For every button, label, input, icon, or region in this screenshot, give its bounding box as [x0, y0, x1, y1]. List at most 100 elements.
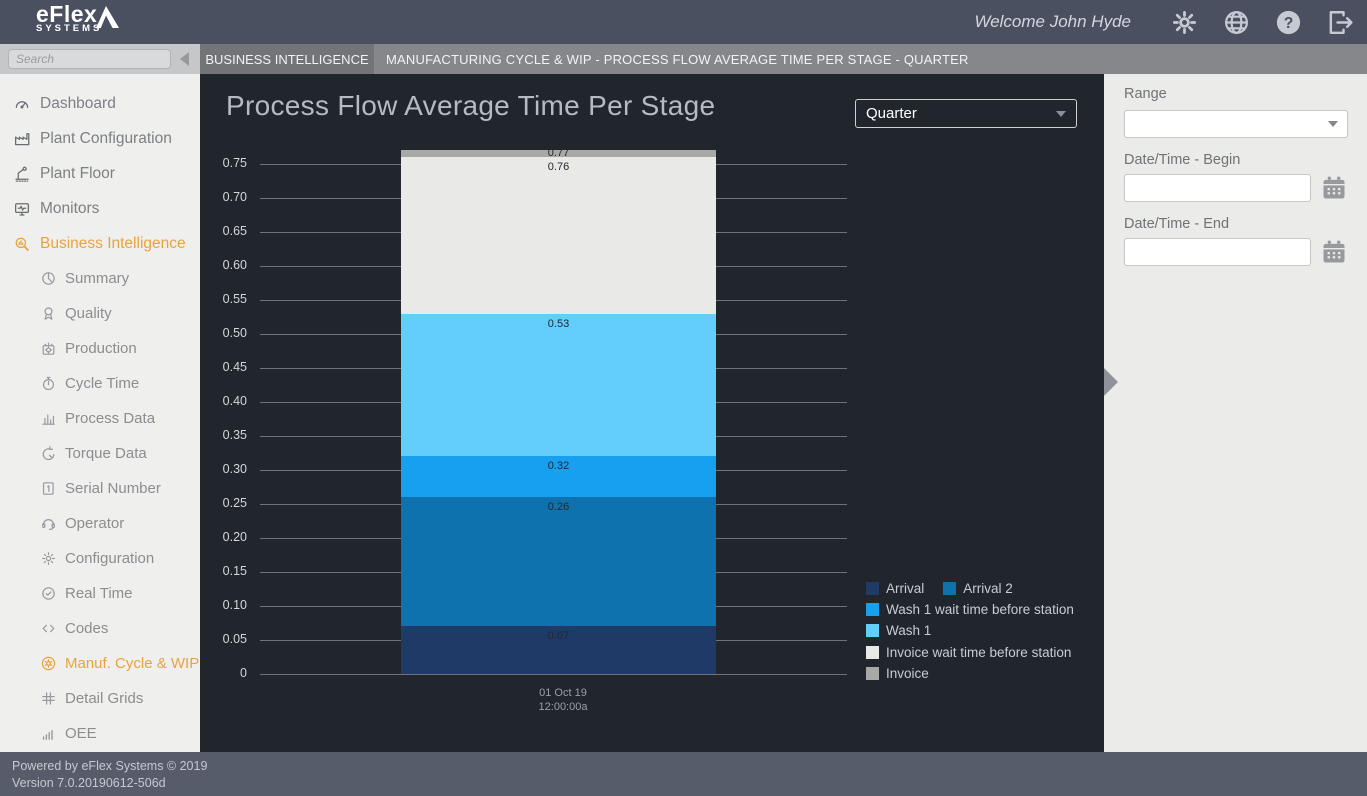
legend-row: Wash 1 wait time before station	[866, 599, 1093, 620]
sidebar-item-label: Configuration	[65, 550, 155, 567]
sidebar-item-plant-floor[interactable]: Plant Floor	[0, 156, 200, 191]
tab-manufacturing-cycle-wip[interactable]: MANUFACTURING CYCLE & WIP - PROCESS FLOW…	[386, 51, 969, 67]
eflex-logo: eFlex SYSTEMS	[36, 1, 119, 35]
range-label: Range	[1124, 86, 1167, 102]
legend-row: Invoice wait time before station	[866, 642, 1093, 663]
footer: Powered by eFlex Systems © 2019 Version …	[0, 752, 1367, 796]
dashboard-icon	[13, 95, 31, 113]
sidebar-item-production[interactable]: Production	[0, 331, 200, 366]
tab-bar: BUSINESS INTELLIGENCE MANUFACTURING CYCL…	[200, 44, 1367, 74]
sidebar-item-cycle-time[interactable]: Cycle Time	[0, 366, 200, 401]
sidebar-item-label: Business Intelligence	[40, 234, 186, 252]
bar-segment-wash-1	[401, 313, 716, 457]
chevron-down-icon	[1328, 121, 1338, 127]
panel-collapse-handle[interactable]	[1104, 368, 1118, 396]
sidebar-item-monitors[interactable]: Monitors	[0, 191, 200, 226]
y-axis-tick-label: 0.05	[222, 632, 247, 646]
datetime-end-input[interactable]	[1124, 238, 1311, 266]
sidebar-item-label: Summary	[65, 270, 130, 287]
y-axis-tick-label: 0.70	[222, 190, 247, 204]
logo-swoosh-icon	[96, 6, 119, 28]
sidebar-item-manuf-cycle-wip[interactable]: Manuf. Cycle & WIP	[0, 646, 200, 681]
sidebar-collapse-arrow-icon[interactable]	[180, 52, 189, 66]
sidebar-item-configuration[interactable]: Configuration	[0, 541, 200, 576]
y-axis-tick-label: 0.65	[222, 224, 247, 238]
sidebar-item-codes[interactable]: Codes	[0, 611, 200, 646]
y-axis-tick-label: 0.75	[222, 156, 247, 170]
legend-swatch	[866, 624, 879, 638]
sidebar-item-label: Production	[65, 340, 137, 357]
calendar-icon[interactable]	[1320, 174, 1348, 202]
help-icon[interactable]: ?	[1274, 8, 1303, 37]
legend-label: Invoice	[886, 665, 929, 681]
legend-swatch	[943, 582, 957, 596]
datetime-begin-input[interactable]	[1124, 174, 1311, 202]
legend-item-arrival[interactable]: Arrival	[866, 581, 924, 596]
legend-item-invoice-wait-time-before-station[interactable]: Invoice wait time before station	[866, 645, 1071, 660]
sidebar-item-torque-data[interactable]: Torque Data	[0, 436, 200, 471]
legend-row: Wash 1	[866, 620, 1093, 641]
legend-item-wash-1[interactable]: Wash 1	[866, 623, 931, 638]
sidebar-item-detail-grids[interactable]: Detail Grids	[0, 681, 200, 716]
footer-version: Version 7.0.20190612-506d	[12, 775, 166, 790]
quality-icon	[40, 305, 57, 322]
y-axis-tick-label: 0.10	[222, 598, 247, 612]
sidebar-item-label: Process Data	[65, 410, 156, 427]
plant-floor-icon	[13, 165, 31, 183]
sidebar-item-business-intelligence[interactable]: Business Intelligence	[0, 226, 200, 261]
gridline	[260, 674, 847, 675]
legend-item-wash-1-wait-time-before-station[interactable]: Wash 1 wait time before station	[866, 602, 1074, 617]
legend-label: Wash 1	[886, 623, 932, 639]
bar-segment-value-label: 0.77	[547, 147, 570, 160]
logout-icon[interactable]	[1326, 8, 1355, 37]
sidebar-item-quality[interactable]: Quality	[0, 296, 200, 331]
y-axis-tick-label: 0.50	[222, 326, 247, 340]
period-select[interactable]: Quarter	[855, 99, 1077, 128]
sidebar-item-label: Codes	[65, 620, 109, 637]
sidebar-item-label: Plant Floor	[40, 164, 115, 182]
chevron-down-icon	[1056, 110, 1066, 117]
sidebar-item-label: Detail Grids	[65, 690, 144, 707]
search-zone	[0, 44, 200, 74]
legend-row: Arrival Arrival 2	[866, 578, 1093, 599]
legend-item-arrival-2[interactable]: Arrival 2	[943, 581, 1013, 596]
sidebar-item-label: Monitors	[40, 199, 100, 217]
globe-icon[interactable]	[1222, 8, 1251, 37]
period-select-value: Quarter	[866, 105, 917, 122]
calendar-icon[interactable]	[1320, 238, 1348, 266]
tab-business-intelligence[interactable]: BUSINESS INTELLIGENCE	[200, 44, 374, 74]
sidebar-item-operator[interactable]: Operator	[0, 506, 200, 541]
x-axis-tick-label: 01 Oct 19 12:00:00a	[538, 687, 588, 713]
range-select[interactable]	[1124, 110, 1348, 138]
gear-icon[interactable]	[1170, 8, 1199, 37]
header-actions: Welcome John Hyde ?	[974, 0, 1355, 44]
configuration-icon	[40, 550, 57, 567]
sidebar-item-plant-configuration[interactable]: Plant Configuration	[0, 121, 200, 156]
sidebar-item-serial-number[interactable]: Serial Number	[0, 471, 200, 506]
process-data-icon	[40, 410, 57, 427]
business-intelligence-icon	[13, 235, 31, 253]
sidebar-item-dashboard[interactable]: Dashboard	[0, 86, 200, 121]
real-time-icon	[40, 585, 57, 602]
sidebar-item-label: Quality	[65, 305, 112, 322]
legend-swatch	[866, 645, 879, 659]
plant-configuration-icon	[13, 130, 31, 148]
y-axis-tick-label: 0.20	[222, 530, 247, 544]
sidebar: Dashboard Plant Configuration Plant Floor M…	[0, 74, 200, 752]
serial-number-icon	[40, 480, 57, 497]
sidebar-item-label: Operator	[65, 515, 125, 532]
bar-segment-value-label: 0.76	[547, 161, 570, 174]
search-input[interactable]	[8, 49, 171, 69]
legend-item-invoice[interactable]: Invoice	[866, 666, 929, 681]
logo-text-eflex: eFlex	[36, 1, 98, 27]
sidebar-item-real-time[interactable]: Real Time	[0, 576, 200, 611]
sidebar-item-oee[interactable]: OEE	[0, 716, 200, 751]
bar-segment-value-label: 0.53	[547, 317, 570, 330]
sidebar-item-process-data[interactable]: Process Data	[0, 401, 200, 436]
sidebar-item-summary[interactable]: Summary	[0, 261, 200, 296]
top-header: eFlex SYSTEMS Welcome John Hyde ?	[0, 0, 1367, 44]
sidebar-item-label: Cycle Time	[65, 375, 140, 392]
production-icon	[40, 340, 57, 357]
filter-panel: Range Date/Time - Begin Date/Time - End	[1104, 74, 1367, 752]
datetime-begin-label: Date/Time - Begin	[1124, 152, 1241, 168]
